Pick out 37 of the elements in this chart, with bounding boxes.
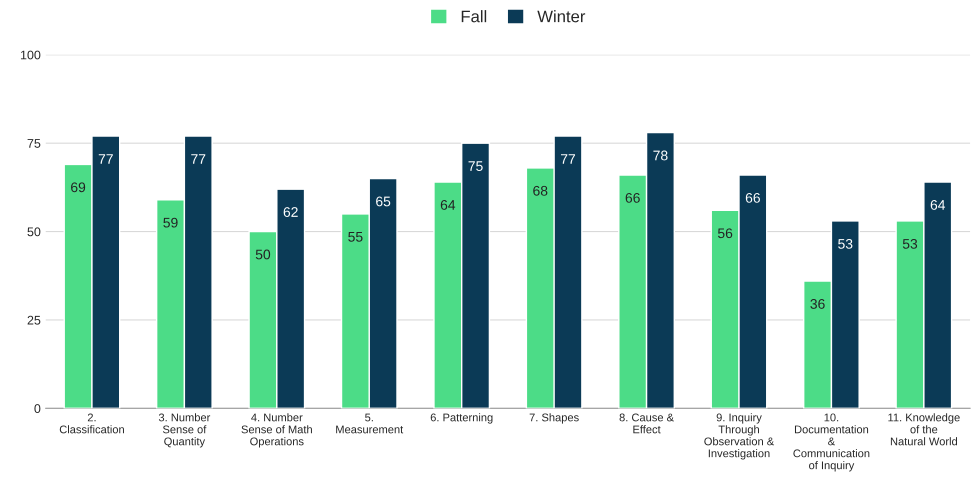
x-tick-label: 10. Documentation & Communication of Inquiry [793, 414, 870, 472]
x-tick-label: 11. Knowledge of the Natural World [888, 413, 960, 446]
data-label: 77 [560, 154, 576, 164]
data-label: 65 [376, 196, 390, 206]
data-label: 75 [468, 161, 483, 171]
legend-label: Winter [537, 10, 586, 22]
data-label: 66 [746, 192, 760, 203]
data-label: 69 [71, 182, 86, 192]
x-tick-label: 7. Shapes [530, 413, 579, 424]
y-tick-label: 75 [28, 139, 40, 148]
data-label: 53 [902, 238, 918, 249]
y-tick-label: 25 [28, 316, 40, 325]
x-tick-label: 8. Cause & Effect [620, 414, 674, 434]
data-label: 62 [284, 207, 298, 217]
data-label: 77 [191, 154, 206, 164]
x-tick-label: 2. Classification [60, 414, 124, 434]
data-label: 36 [810, 299, 825, 309]
data-label: 64 [440, 200, 456, 210]
x-tick-label: 9. Inquiry Through Observation & Investigation [704, 413, 774, 460]
data-label: 59 [163, 218, 178, 228]
x-tick-label: 3. Number Sense of Quantity [158, 413, 210, 448]
y-tick-label: 100 [20, 50, 40, 60]
data-label: 64 [930, 200, 946, 210]
data-label: 66 [626, 192, 640, 203]
y-tick-label: 50 [27, 227, 40, 236]
data-label: 78 [653, 150, 668, 160]
y-tick-label: 0 [34, 404, 40, 414]
data-label: 77 [98, 154, 113, 164]
x-tick-label: 4. Number Sense of Math Operations [242, 413, 312, 448]
data-label: 53 [838, 238, 852, 249]
data-label: 68 [533, 186, 548, 196]
x-tick-label: 5. Measurement [336, 414, 404, 434]
data-label: 50 [256, 250, 270, 260]
legend-label: Fall [462, 10, 486, 22]
data-label: 55 [348, 232, 363, 242]
data-label: 56 [718, 228, 732, 238]
x-tick-label: 6. Patterning [430, 413, 492, 424]
